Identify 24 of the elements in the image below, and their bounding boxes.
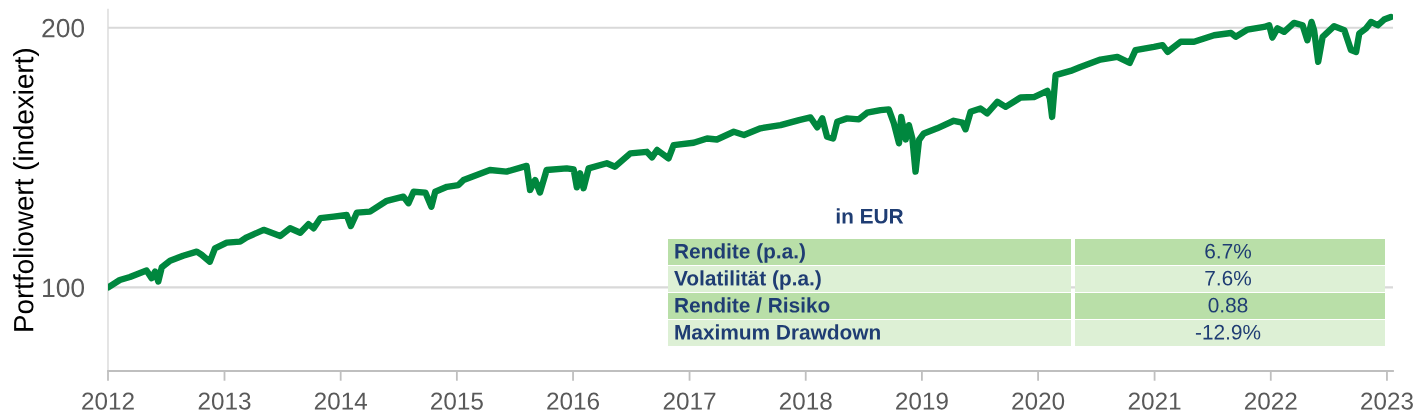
y-tick-label: 200: [42, 18, 85, 38]
x-tick-label: 2015: [431, 392, 483, 410]
annotation: Maximum Drawdown: [675, 324, 880, 340]
x-tick-label: 2021: [1128, 392, 1181, 410]
x-tick-label: 2023: [1361, 392, 1413, 410]
annotation: Rendite / Risiko: [675, 297, 830, 313]
y-axis-title: Portfoliowert (indexiert): [13, 49, 39, 331]
y-tick-label: 100: [43, 278, 85, 298]
x-tick-label: 2016: [547, 392, 600, 410]
x-tick-label: 2018: [779, 392, 832, 410]
x-tick-label: 2017: [663, 392, 716, 410]
annotation: Rendite (p.a.): [675, 243, 805, 263]
annotation: -12.9%: [1195, 324, 1261, 340]
annotation: 6.7%: [1205, 243, 1251, 259]
x-tick-label: 2012: [82, 392, 134, 410]
annotation: 0.88: [1208, 297, 1248, 313]
annotation: in EUR: [836, 208, 904, 224]
x-tick-label: 2020: [1012, 392, 1065, 410]
annotation: 7.6%: [1205, 270, 1251, 286]
x-tick-label: 2019: [896, 392, 948, 410]
x-tick-label: 2022: [1244, 392, 1297, 410]
annotation: Volatilität (p.a.): [674, 270, 821, 290]
x-tick-label: 2013: [198, 392, 251, 410]
x-tick-label: 2014: [314, 392, 368, 410]
